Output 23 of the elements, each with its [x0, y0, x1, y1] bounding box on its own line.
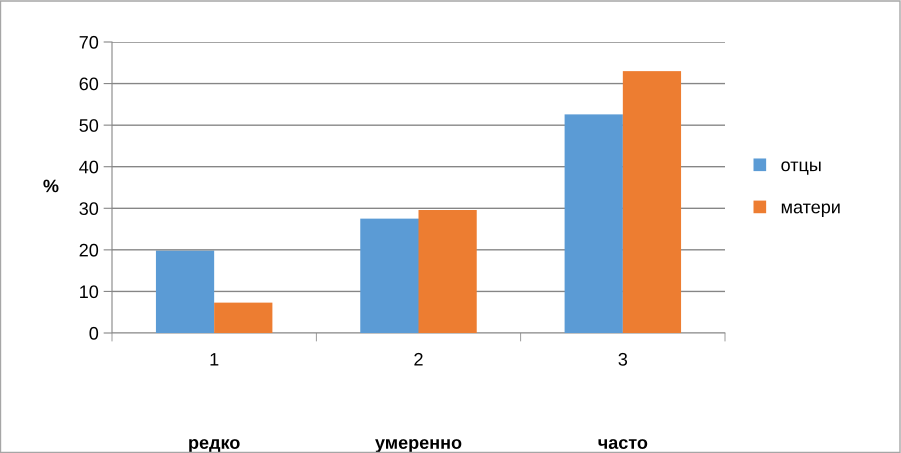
y-tick-label: 40 [79, 160, 98, 174]
bar [418, 210, 477, 333]
bar [156, 250, 214, 333]
legend-label: матери [782, 204, 840, 217]
y-tick-label: 60 [80, 78, 98, 90]
text: часто [598, 439, 648, 449]
y-tick-label: 10 [80, 285, 98, 298]
x-tick-label: 2 [414, 352, 423, 366]
legend-label: отцы [781, 161, 821, 175]
x-tick-label: 1 [210, 353, 218, 366]
x-tick-label: 3 [618, 352, 628, 366]
y-tick-label: 70 [80, 36, 98, 49]
bar [360, 218, 418, 333]
y-axis-title: % [43, 180, 58, 192]
y-tick-label: 30 [79, 202, 98, 216]
text: умеренно [375, 439, 462, 453]
bar [564, 114, 623, 333]
y-tick-label: 50 [79, 119, 98, 132]
bar [214, 302, 272, 333]
text: редко [189, 439, 240, 453]
y-tick-label: 0 [89, 326, 98, 340]
y-tick-label: 20 [80, 244, 98, 257]
bar [622, 71, 682, 333]
